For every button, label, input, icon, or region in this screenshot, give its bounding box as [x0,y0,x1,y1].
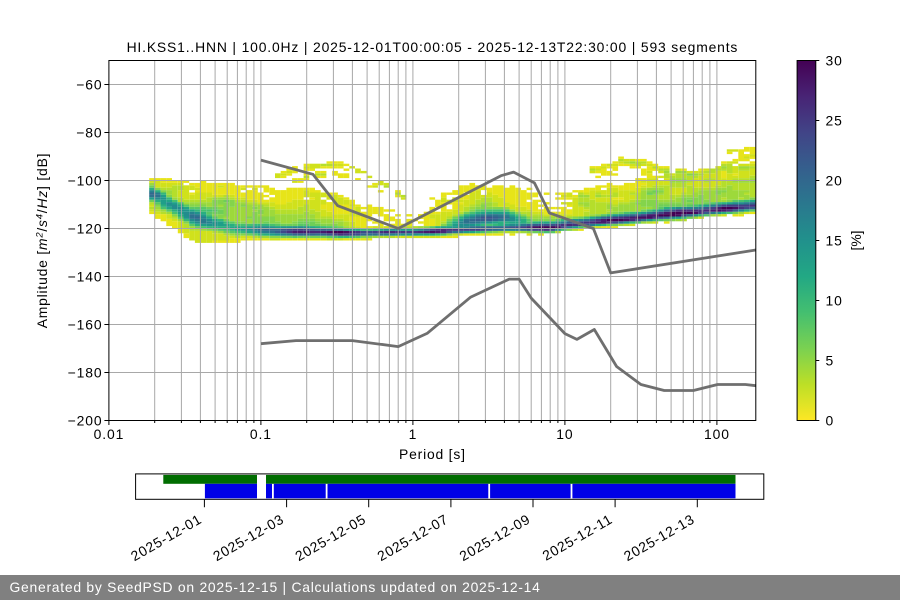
svg-text:25: 25 [826,113,843,129]
svg-text:[%]: [%] [848,230,864,250]
svg-text:10: 10 [556,426,573,442]
svg-text:15: 15 [826,233,843,249]
svg-text:Generated by SeedPSD on 2025-1: Generated by SeedPSD on 2025-12-15 | Cal… [10,579,541,595]
svg-text:0.1: 0.1 [250,426,272,442]
svg-text:Period [s]: Period [s] [399,446,466,462]
svg-text:−200: −200 [68,413,103,429]
svg-text:Amplitude [m2/s4/Hz] [dB]: Amplitude [m2/s4/Hz] [dB] [34,153,51,329]
svg-text:10: 10 [826,293,843,309]
svg-text:5: 5 [826,353,835,369]
svg-text:0.01: 0.01 [94,426,125,442]
svg-text:100: 100 [704,426,730,442]
svg-text:1: 1 [409,426,418,442]
svg-text:−140: −140 [68,269,103,285]
svg-text:−180: −180 [68,365,103,381]
svg-text:HI.KSS1..HNN | 100.0Hz | 2025-: HI.KSS1..HNN | 100.0Hz | 2025-12-01T00:0… [127,39,739,55]
svg-text:−160: −160 [68,317,103,333]
svg-text:−80: −80 [76,125,102,141]
svg-text:20: 20 [826,173,843,189]
svg-text:−120: −120 [68,221,103,237]
svg-text:0: 0 [826,413,835,429]
svg-text:−60: −60 [76,77,102,93]
svg-text:−100: −100 [68,173,103,189]
svg-text:30: 30 [826,53,843,69]
